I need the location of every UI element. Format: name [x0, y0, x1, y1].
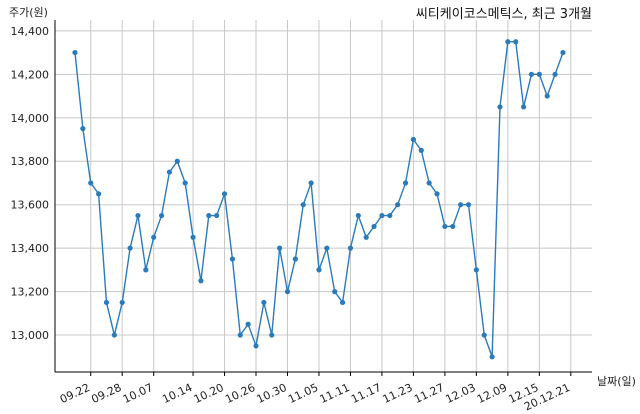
- chart-title: 씨티케이코스메틱스, 최근 3개월: [416, 7, 592, 22]
- data-point: [245, 321, 251, 327]
- data-point: [308, 180, 314, 186]
- y-tick-label: 14,200: [11, 68, 50, 81]
- x-tick-label: 12.09: [475, 381, 509, 406]
- data-point: [284, 289, 291, 295]
- grid-lines: [55, 20, 592, 372]
- data-point: [103, 299, 110, 306]
- y-axis-ticks: 13,000 13,200 13,400 13,600 13,800 14,000 14,2…: [11, 25, 50, 342]
- x-tick-label: 09.28: [89, 381, 123, 406]
- data-point: [332, 289, 338, 295]
- data-point: [410, 136, 417, 143]
- data-point: [426, 180, 432, 186]
- data-point: [127, 245, 133, 251]
- data-point: [88, 180, 94, 186]
- y-tick-label: 14,000: [11, 112, 50, 125]
- y-tick-label: 13,400: [11, 242, 50, 255]
- data-point: [395, 202, 401, 208]
- data-point: [316, 267, 322, 273]
- x-tick-label: 11.11: [318, 381, 352, 406]
- x-tick-label: 11.05: [286, 381, 320, 406]
- data-point: [119, 299, 125, 306]
- data-point: [221, 191, 228, 197]
- data-point: [450, 223, 456, 230]
- data-point: [135, 212, 141, 219]
- data-point: [72, 49, 78, 56]
- data-point: [489, 354, 495, 360]
- axes: [54, 20, 592, 373]
- x-tick-label: 10.26: [223, 381, 257, 406]
- data-point: [339, 299, 346, 306]
- x-tick-label: 10.30: [255, 381, 289, 406]
- x-tick-label: 11.23: [381, 381, 415, 406]
- data-point: [166, 169, 173, 175]
- data-point: [253, 343, 259, 349]
- data-point: [497, 104, 503, 110]
- data-point: [434, 191, 440, 197]
- y-tick-label: 13,800: [11, 155, 50, 168]
- y-tick-label: 13,200: [11, 286, 50, 299]
- data-point: [158, 212, 165, 219]
- data-point: [536, 71, 542, 77]
- data-point: [520, 104, 527, 110]
- data-point: [442, 223, 448, 230]
- data-point: [465, 202, 472, 208]
- data-point: [379, 212, 385, 219]
- data-point: [237, 332, 243, 338]
- data-point: [371, 223, 377, 230]
- y-tick-label: 14,400: [11, 25, 50, 38]
- data-point: [96, 191, 102, 197]
- data-point: [111, 332, 117, 338]
- y-tick-label: 13,000: [11, 329, 50, 342]
- data-point: [182, 180, 188, 186]
- data-point: [544, 93, 550, 99]
- data-point: [300, 202, 306, 208]
- y-axis-label: 주가(원): [9, 6, 48, 19]
- data-point: [190, 234, 196, 240]
- y-tick-label: 13,600: [11, 199, 50, 212]
- x-tick-label: 10.20: [192, 381, 226, 406]
- data-point: [151, 234, 157, 240]
- data-point: [292, 256, 298, 262]
- data-point: [481, 332, 487, 338]
- data-point: [269, 332, 275, 338]
- data-point: [387, 212, 393, 219]
- data-point: [80, 126, 86, 132]
- data-point: [528, 71, 535, 77]
- data-point: [229, 256, 235, 262]
- x-tick-label: 09.22: [58, 381, 92, 406]
- data-point: [560, 49, 566, 56]
- data-point: [277, 245, 283, 251]
- data-point: [198, 278, 204, 284]
- data-point: [206, 212, 212, 219]
- x-axis-label: 날짜(일): [597, 374, 636, 388]
- x-tick-label: 10.14: [160, 381, 194, 406]
- data-point: [261, 299, 267, 306]
- data-point: [552, 71, 558, 77]
- data-point: [363, 234, 369, 240]
- data-point: [418, 147, 424, 153]
- data-point: [214, 212, 220, 219]
- x-tick-label: 10.07: [121, 381, 155, 406]
- data-point: [324, 245, 330, 251]
- x-tick-label: 11.17: [349, 381, 383, 406]
- x-tick-label: 11.27: [412, 381, 446, 406]
- data-point: [355, 212, 361, 219]
- data-point: [473, 267, 479, 273]
- x-tick-label: 12.03: [444, 381, 478, 406]
- data-point: [347, 245, 354, 251]
- data-point: [143, 267, 149, 273]
- price-series: [72, 39, 566, 360]
- data-point: [402, 180, 409, 186]
- data-point: [505, 39, 511, 45]
- data-point: [513, 39, 519, 45]
- data-point: [174, 158, 180, 164]
- data-point: [458, 202, 464, 208]
